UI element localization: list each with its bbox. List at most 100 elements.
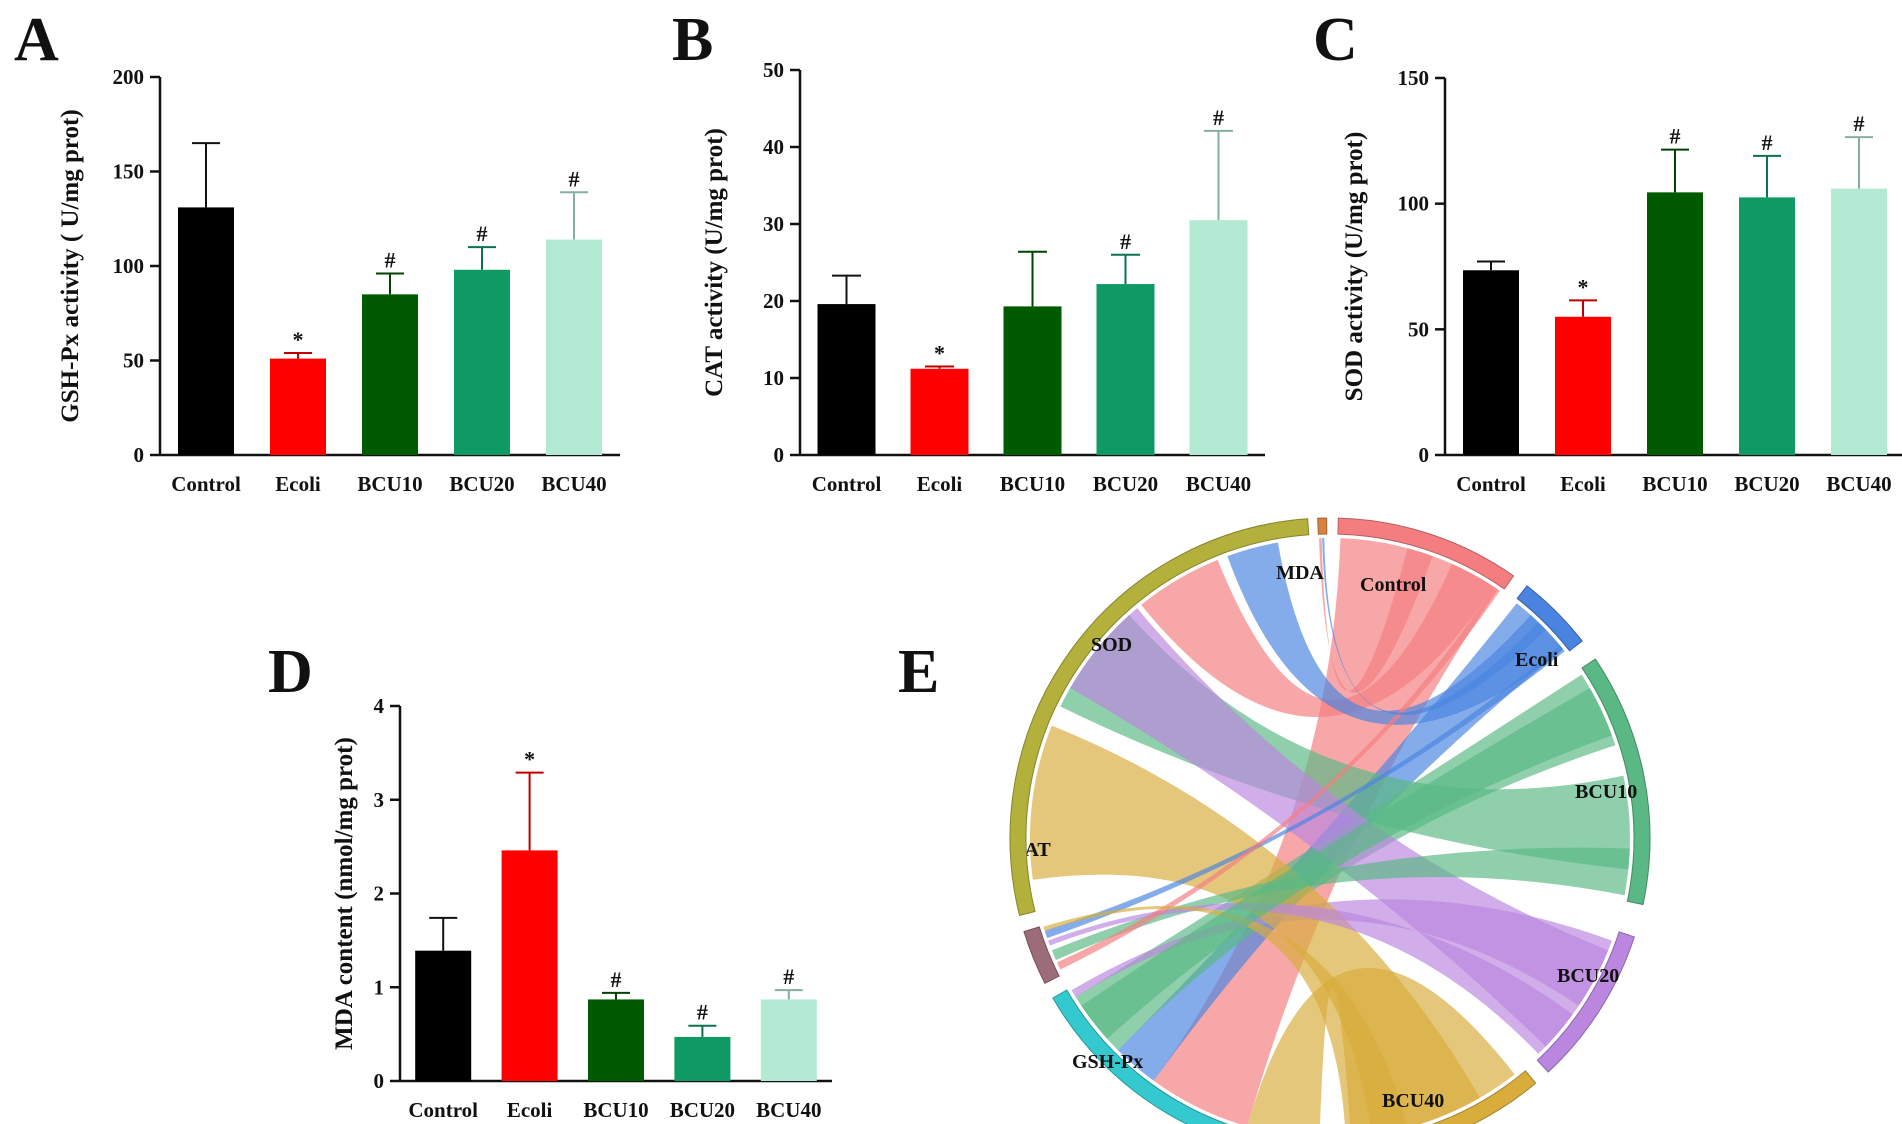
- x-tick-label-ecoli: Ecoli: [917, 472, 963, 496]
- y-tick-label: 0: [774, 443, 785, 467]
- panel-e-chord-diagram: EMDAControlEcoliBCU10BCU20BCU40GSH-PxCAT…: [898, 517, 1651, 1124]
- significance-mark-bcu40: #: [783, 964, 794, 989]
- bar-control: [1463, 270, 1519, 455]
- bar-control: [415, 950, 472, 1081]
- y-tick-label: 0: [374, 1069, 385, 1093]
- sector-arc-cat: [1023, 926, 1060, 984]
- bar-ecoli: [1555, 316, 1611, 455]
- chord-ribbon-bcu10-gsh-px: [1081, 688, 1612, 1039]
- panel-letter-c: C: [1313, 6, 1358, 74]
- y-tick-label: 100: [113, 254, 145, 278]
- sector-label-bcu40: BCU40: [1382, 1090, 1444, 1112]
- bar-bcu10: [362, 294, 418, 455]
- chord-ribbon-bcu10-sod: [1060, 615, 1630, 870]
- bar-bcu10: [588, 999, 644, 1081]
- y-tick-label: 100: [1398, 192, 1430, 216]
- y-axis-label: CAT activity (U/mg prot): [701, 128, 728, 397]
- y-axis-label: GSH-Px activity ( U/mg prot): [57, 109, 84, 422]
- y-tick-label: 2: [374, 882, 385, 906]
- y-tick-label: 10: [763, 366, 784, 390]
- bar-ecoli: [501, 850, 558, 1081]
- sector-label-sod: SOD: [1091, 634, 1132, 656]
- x-tick-label-bcu10: BCU10: [1642, 472, 1707, 496]
- x-tick-label-ecoli: Ecoli: [1560, 472, 1606, 496]
- x-tick-label-ecoli: Ecoli: [507, 1098, 553, 1122]
- sector-arc-ecoli: [1516, 585, 1583, 652]
- chord-ribbon-control-mda: [1319, 538, 1433, 693]
- bar-bcu10: [1003, 306, 1062, 455]
- bar-ecoli: [270, 358, 326, 455]
- significance-mark-ecoli: *: [293, 327, 304, 352]
- sector-label-ecoli: Ecoli: [1515, 649, 1559, 671]
- y-tick-label: 40: [763, 135, 784, 159]
- x-tick-label-bcu40: BCU40: [541, 472, 606, 496]
- panel-a-gsh-px-chart: A 0 50 100 150 200 GSH-Px activity ( U/mg prot…: [14, 6, 620, 496]
- x-tick-label-control: Control: [171, 472, 241, 496]
- y-tick-label: 50: [1408, 317, 1429, 341]
- significance-mark-bcu40: #: [1854, 111, 1865, 136]
- significance-mark-ecoli: *: [934, 340, 945, 365]
- y-tick-label: 3: [374, 788, 385, 812]
- bar-bcu40: [1189, 220, 1248, 455]
- bar-ecoli: [910, 368, 969, 455]
- significance-mark-bcu10: #: [385, 248, 396, 273]
- panel-letter-d: D: [268, 638, 313, 706]
- sector-arc-control: [1337, 517, 1515, 590]
- x-tick-label-bcu40: BCU40: [1186, 472, 1251, 496]
- x-tick-label-bcu20: BCU20: [1093, 472, 1158, 496]
- significance-mark-bcu10: #: [1670, 124, 1681, 149]
- x-tick-label-control: Control: [1456, 472, 1526, 496]
- y-tick-label: 1: [374, 975, 385, 999]
- sector-label-mda: MDA: [1276, 562, 1324, 584]
- sector-arc-mda: [1317, 517, 1328, 535]
- y-tick-label: 0: [134, 443, 145, 467]
- y-tick-label: 30: [763, 212, 784, 236]
- significance-mark-bcu40: #: [1213, 105, 1224, 130]
- sector-arc-gsh-px: [1052, 989, 1229, 1124]
- panel-c-sod-chart: C 0 50 100 150 SOD activity (U/mg prot) Contro…: [1313, 6, 1902, 496]
- x-tick-label-bcu10: BCU10: [357, 472, 422, 496]
- sector-arc-sod: [1009, 518, 1310, 917]
- y-axis-label: MDA content (nmol/mg prot): [331, 737, 358, 1050]
- bar-bcu40: [546, 239, 602, 455]
- x-tick-label-control: Control: [408, 1098, 478, 1122]
- sector-arc-bcu10: [1581, 658, 1651, 906]
- panel-b-cat-chart: B 0 10 20 30 40 50 CAT activity (U/mg prot) Cont…: [672, 6, 1265, 496]
- sector-label-gsh-px: GSH-Px: [1072, 1051, 1143, 1073]
- significance-mark-ecoli: *: [1578, 274, 1589, 299]
- bar-control: [178, 207, 234, 455]
- x-tick-label-control: Control: [812, 472, 882, 496]
- chord-ribbon-bcu40-sod: [1030, 725, 1480, 1124]
- bar-bcu20: [1096, 284, 1155, 455]
- chord-ribbon-bcu20-cat: [1048, 902, 1573, 1054]
- x-tick-label-bcu40: BCU40: [1826, 472, 1891, 496]
- significance-mark-bcu20: #: [1762, 130, 1773, 155]
- chord-ribbon-control-sod: [1141, 559, 1494, 717]
- x-tick-label-bcu20: BCU20: [670, 1098, 735, 1122]
- chord-ribbon-bcu40-cat: [1043, 906, 1407, 1124]
- sector-label-control: Control: [1360, 574, 1427, 596]
- significance-mark-bcu20: #: [477, 221, 488, 246]
- chord-ribbon-bcu10-cat: [1051, 847, 1630, 961]
- significance-mark-bcu10: #: [611, 967, 622, 992]
- sector-label-bcu20: BCU20: [1557, 965, 1619, 987]
- significance-mark-bcu20: #: [1120, 229, 1131, 254]
- x-tick-label-bcu10: BCU10: [1000, 472, 1065, 496]
- bar-bcu20: [454, 269, 510, 455]
- panel-letter-b: B: [672, 6, 713, 74]
- y-tick-label: 50: [123, 349, 144, 373]
- x-tick-label-bcu20: BCU20: [1734, 472, 1799, 496]
- y-tick-label: 200: [113, 65, 145, 89]
- x-tick-label-ecoli: Ecoli: [275, 472, 321, 496]
- bar-bcu40: [760, 999, 817, 1081]
- significance-mark-bcu40: #: [569, 166, 580, 191]
- y-tick-label: 150: [113, 160, 145, 184]
- y-tick-label: 150: [1398, 66, 1430, 90]
- x-tick-label-bcu10: BCU10: [583, 1098, 648, 1122]
- panel-letter-e: E: [898, 638, 939, 706]
- y-tick-label: 20: [763, 289, 784, 313]
- bar-bcu20: [1739, 197, 1795, 455]
- panel-d-mda-chart: D 0 1 2 3 4 MDA content (nmol/mg prot) Control *…: [268, 638, 832, 1122]
- y-axis-label: SOD activity (U/mg prot): [1341, 132, 1368, 402]
